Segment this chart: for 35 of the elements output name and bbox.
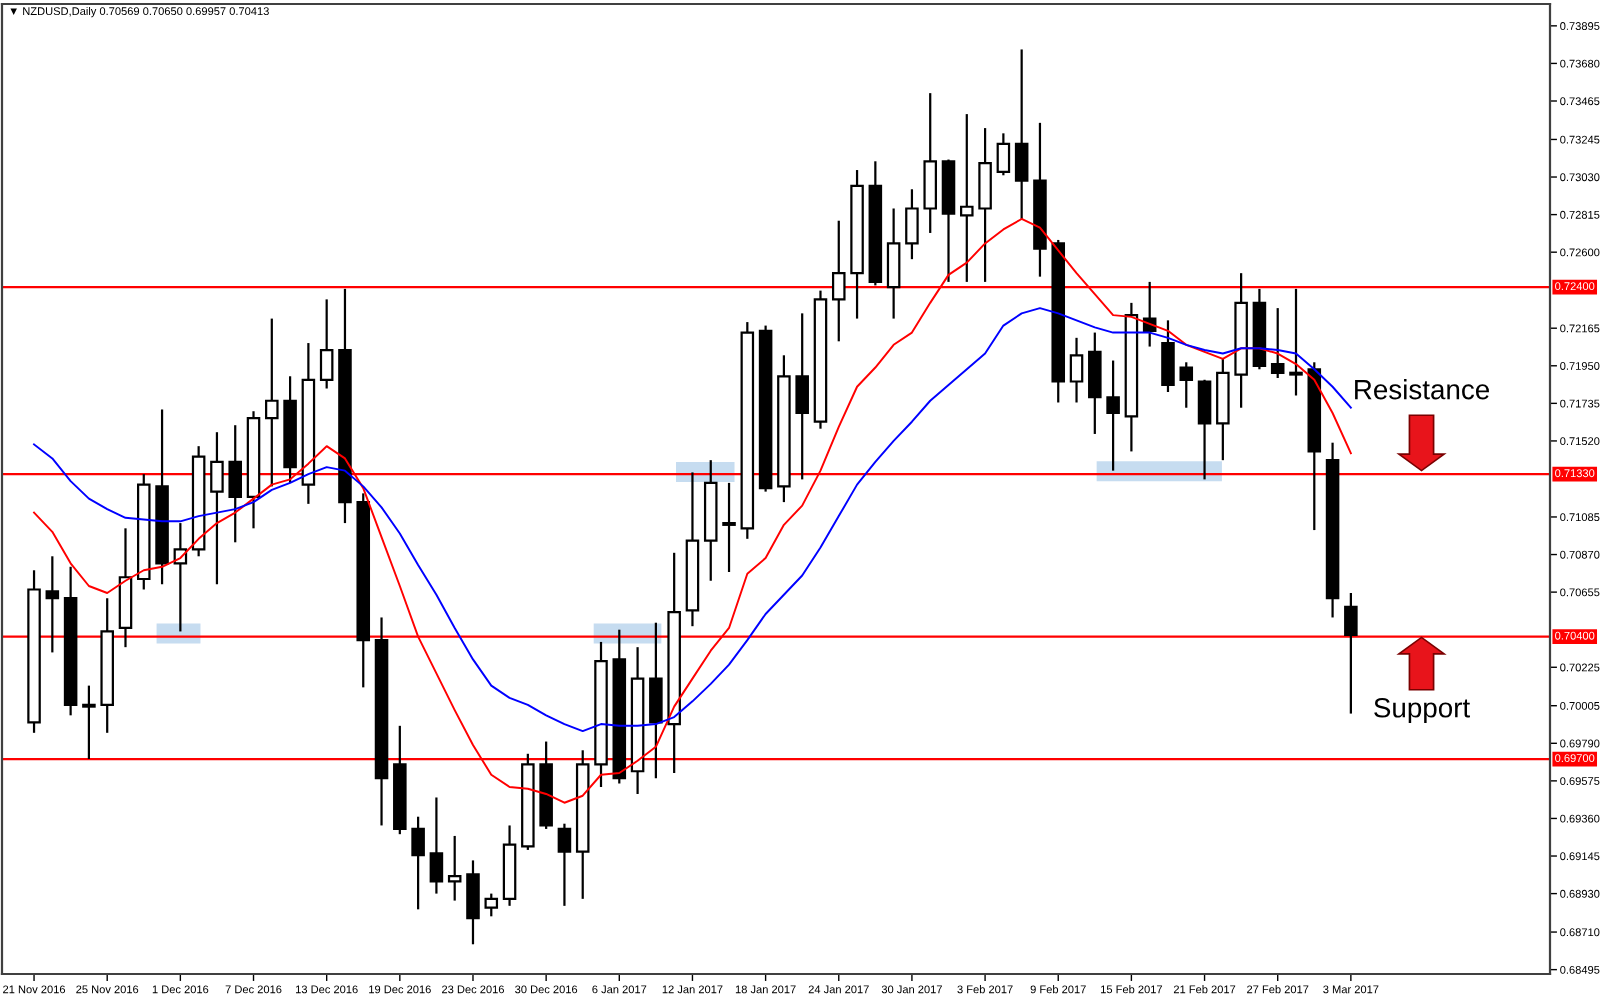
- candlestick: [649, 621, 663, 780]
- candlestick: [905, 188, 919, 261]
- candlestick: [82, 684, 96, 761]
- candlestick: [210, 431, 224, 586]
- candlestick: [996, 132, 1011, 177]
- candlestick: [557, 822, 572, 907]
- candlestick: [1289, 287, 1303, 397]
- candlestick: [1270, 307, 1285, 380]
- candlestick: [1161, 319, 1175, 394]
- candlestick: [1069, 336, 1084, 404]
- candlestick: [978, 126, 992, 283]
- candlestick: [795, 312, 809, 481]
- candlestick: [45, 555, 60, 654]
- candlestick: [722, 481, 736, 574]
- candlestick: [484, 892, 499, 918]
- text: Support: [1374, 697, 1470, 724]
- candlestick: [319, 298, 334, 390]
- candlestick: [1344, 591, 1358, 715]
- candlestick: [1014, 48, 1029, 221]
- candlestick: [886, 207, 901, 320]
- candlestick: [411, 815, 425, 911]
- candlestick: [1179, 361, 1194, 409]
- candlestick: [1088, 331, 1102, 436]
- candlestick: [923, 92, 937, 235]
- candlestick: [265, 317, 279, 488]
- candlestick: [228, 424, 242, 544]
- candlestick: [1106, 359, 1120, 472]
- candlestick: [960, 113, 974, 283]
- annotation: Resistance: [1355, 379, 1489, 400]
- candlestick: [447, 834, 462, 902]
- candlestick: [831, 219, 846, 343]
- candlestick: [429, 796, 444, 895]
- candlestick: [466, 859, 480, 946]
- line-series: [33, 307, 1352, 733]
- candlestick: [1197, 378, 1212, 481]
